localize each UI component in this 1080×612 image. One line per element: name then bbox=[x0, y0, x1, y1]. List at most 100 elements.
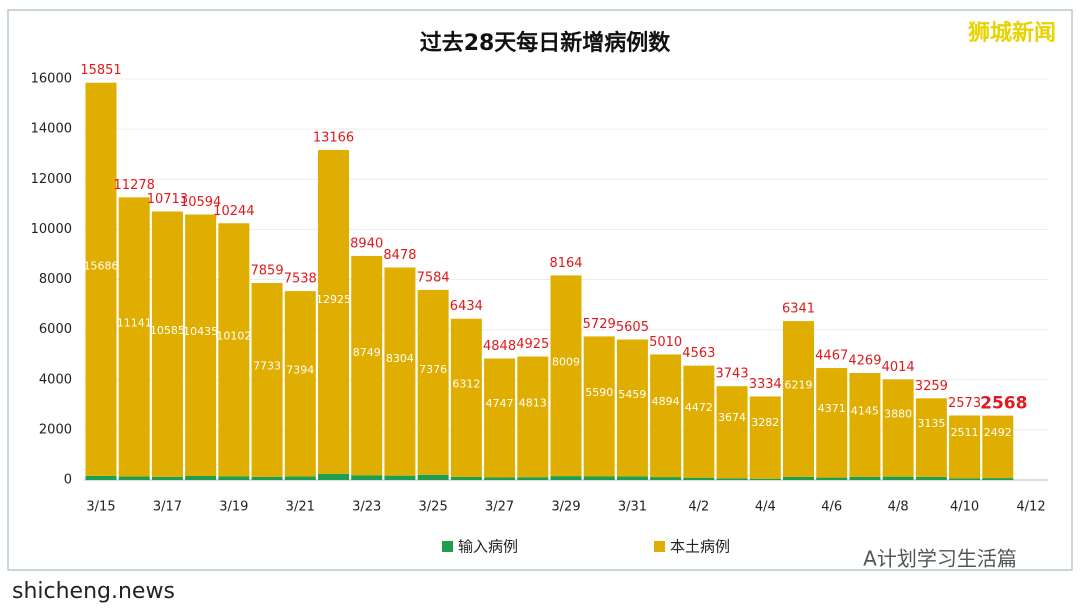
total-label: 10244 bbox=[213, 204, 254, 219]
bar-segment bbox=[716, 386, 748, 479]
total-label: 2568 bbox=[980, 394, 1027, 414]
y-tick-label: 10000 bbox=[31, 222, 72, 237]
total-label: 5605 bbox=[616, 320, 649, 335]
total-label: 7859 bbox=[251, 264, 284, 279]
bar-segment bbox=[949, 478, 981, 480]
bar-segment bbox=[151, 476, 183, 480]
value-label: 7376 bbox=[419, 363, 447, 376]
footer-site: shicheng.news bbox=[12, 579, 175, 604]
bar-segment bbox=[284, 291, 316, 477]
legend-label: 本土病例 bbox=[670, 538, 730, 556]
bar-segment bbox=[185, 476, 217, 480]
x-tick-label: 3/27 bbox=[485, 500, 514, 515]
total-label: 8164 bbox=[549, 256, 582, 271]
bar-segment bbox=[351, 475, 383, 480]
bar-segment bbox=[450, 476, 482, 480]
x-tick-label: 3/19 bbox=[219, 500, 248, 515]
bar-segment bbox=[683, 365, 715, 478]
value-label: 3282 bbox=[751, 416, 779, 429]
x-tick-label: 3/15 bbox=[86, 500, 115, 515]
total-label: 7584 bbox=[417, 270, 450, 285]
bar-segment bbox=[251, 283, 283, 477]
total-label: 5729 bbox=[583, 317, 616, 332]
bar-segment bbox=[716, 478, 748, 480]
bar-segment bbox=[749, 396, 781, 479]
bar-segment bbox=[251, 476, 283, 480]
y-tick-label: 2000 bbox=[39, 422, 72, 437]
bar-segment bbox=[882, 476, 914, 480]
bar-segment bbox=[517, 356, 549, 478]
bar-segment bbox=[417, 289, 449, 475]
bar-segment bbox=[185, 214, 217, 477]
total-label: 5010 bbox=[649, 335, 682, 350]
total-label: 4014 bbox=[882, 360, 915, 375]
value-label: 7394 bbox=[286, 364, 314, 377]
bar-segment bbox=[616, 339, 648, 477]
x-tick-label: 4/8 bbox=[888, 500, 909, 515]
value-label: 8749 bbox=[353, 346, 381, 359]
bar-segment bbox=[284, 476, 316, 480]
chart-title: 过去28天每日新增病例数 bbox=[420, 30, 672, 56]
bar-segment bbox=[351, 255, 383, 476]
bar-segment bbox=[450, 318, 482, 477]
x-tick-label: 4/6 bbox=[821, 500, 842, 515]
total-label: 2573 bbox=[948, 396, 981, 411]
bar-segment bbox=[417, 474, 449, 480]
total-label: 7538 bbox=[284, 272, 317, 287]
value-label: 5459 bbox=[618, 388, 646, 401]
x-tick-label: 4/12 bbox=[1016, 500, 1045, 515]
total-label: 4925 bbox=[516, 337, 549, 352]
bar-segment bbox=[218, 223, 250, 477]
bar-segment bbox=[783, 321, 814, 477]
bar-segment bbox=[218, 476, 250, 480]
total-label: 4563 bbox=[682, 346, 715, 361]
value-label: 10102 bbox=[216, 330, 251, 343]
bar-segment bbox=[882, 379, 914, 477]
y-tick-label: 12000 bbox=[31, 172, 72, 187]
x-tick-label: 4/2 bbox=[688, 500, 709, 515]
bar-segment bbox=[550, 476, 582, 480]
bar-segment bbox=[85, 475, 117, 480]
value-label: 5590 bbox=[585, 386, 613, 399]
bar-segment bbox=[151, 211, 183, 477]
value-label: 4747 bbox=[486, 397, 514, 410]
total-label: 8478 bbox=[383, 248, 416, 263]
total-label: 11278 bbox=[114, 178, 155, 193]
x-tick-label: 3/31 bbox=[618, 500, 647, 515]
bar-segment bbox=[683, 477, 715, 480]
value-label: 4813 bbox=[519, 396, 547, 409]
bar-segment bbox=[484, 477, 516, 480]
y-tick-label: 0 bbox=[64, 473, 72, 488]
total-label: 6341 bbox=[782, 302, 815, 317]
bar-segment bbox=[949, 415, 981, 479]
bar-segment bbox=[318, 150, 349, 474]
value-label: 7733 bbox=[253, 360, 281, 373]
value-label: 2492 bbox=[984, 426, 1012, 439]
total-label: 4467 bbox=[815, 349, 848, 364]
bar-segment bbox=[517, 477, 549, 480]
y-tick-label: 16000 bbox=[31, 72, 72, 87]
value-label: 6219 bbox=[785, 379, 813, 392]
total-label: 10713 bbox=[147, 192, 188, 207]
bar-segment bbox=[550, 275, 582, 477]
x-tick-label: 4/4 bbox=[755, 500, 776, 515]
watermark: 狮城新闻 bbox=[968, 20, 1056, 46]
bar-segment bbox=[915, 398, 947, 477]
bar-segment bbox=[816, 477, 848, 480]
total-label: 3259 bbox=[915, 379, 948, 394]
value-label: 8009 bbox=[552, 356, 580, 369]
bar-segment bbox=[915, 476, 947, 480]
x-tick-label: 3/21 bbox=[286, 500, 315, 515]
value-label: 3880 bbox=[884, 408, 912, 421]
total-label: 8940 bbox=[350, 236, 383, 251]
value-label: 3135 bbox=[917, 417, 945, 430]
total-label: 10594 bbox=[180, 195, 221, 210]
bar-segment bbox=[384, 475, 416, 480]
bar-segment bbox=[650, 477, 682, 480]
bar-segment bbox=[783, 476, 814, 480]
bar-segment bbox=[85, 82, 117, 476]
total-label: 4848 bbox=[483, 339, 516, 354]
value-label: 11141 bbox=[117, 317, 152, 330]
value-label: 12925 bbox=[316, 293, 351, 306]
y-tick-label: 8000 bbox=[39, 272, 72, 287]
